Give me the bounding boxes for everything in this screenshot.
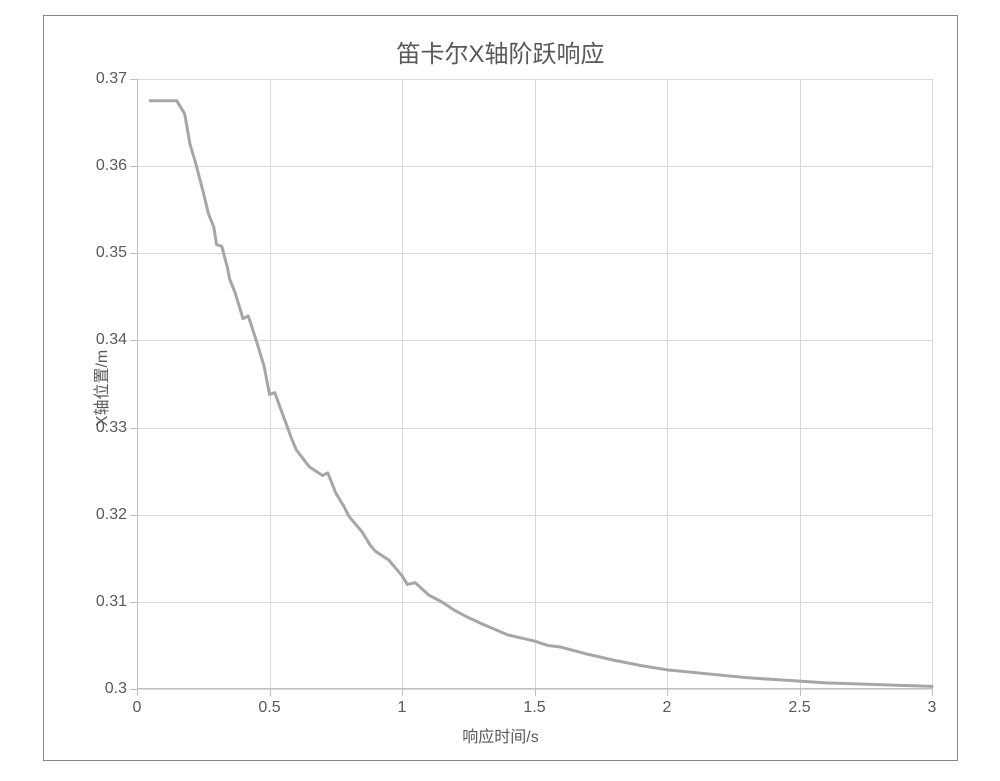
y-tick-label: 0.33 <box>67 419 127 437</box>
y-tick-label: 0.32 <box>67 506 127 524</box>
chart-container: 笛卡尔X轴阶跃响应 X轴位置/m 响应时间/s 0.3 0.31 0.32 0.33 0… <box>43 15 958 761</box>
y-tick <box>130 428 137 429</box>
x-tick-label: 1 <box>398 699 407 717</box>
y-tick <box>130 253 137 254</box>
x-tick <box>137 689 138 696</box>
y-tick <box>130 515 137 516</box>
x-tick-label: 3 <box>928 699 937 717</box>
x-axis-title: 响应时间/s <box>44 723 957 747</box>
plot-area <box>137 79 932 689</box>
x-tick <box>932 689 933 696</box>
chart-title: 笛卡尔X轴阶跃响应 <box>44 34 957 69</box>
x-tick-label: 0.5 <box>258 699 280 717</box>
y-tick-label: 0.31 <box>67 593 127 611</box>
y-tick <box>130 340 137 341</box>
x-tick <box>667 689 668 696</box>
series-line <box>150 101 932 687</box>
x-tick-label: 1.5 <box>523 699 545 717</box>
x-tick <box>402 689 403 696</box>
x-tick <box>270 689 271 696</box>
y-tick-label: 0.37 <box>67 70 127 88</box>
x-tick <box>535 689 536 696</box>
x-tick-label: 2.5 <box>788 699 810 717</box>
data-line <box>137 79 932 689</box>
x-tick-label: 0 <box>133 699 142 717</box>
x-tick <box>800 689 801 696</box>
x-tick-label: 2 <box>663 699 672 717</box>
y-tick <box>130 689 137 690</box>
gridline-vertical <box>932 79 933 689</box>
y-tick <box>130 602 137 603</box>
y-tick-label: 0.36 <box>67 157 127 175</box>
y-tick <box>130 79 137 80</box>
y-tick-label: 0.3 <box>67 680 127 698</box>
y-tick <box>130 166 137 167</box>
y-tick-label: 0.34 <box>67 331 127 349</box>
y-axis-title: X轴位置/m <box>88 350 112 426</box>
y-tick-label: 0.35 <box>67 244 127 262</box>
